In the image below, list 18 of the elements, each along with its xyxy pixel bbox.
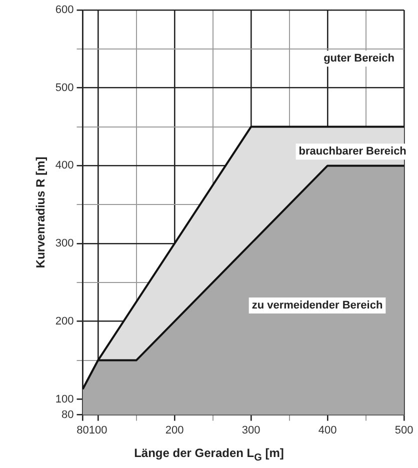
y-tick-label: 600 — [55, 4, 74, 16]
y-tick-label: 300 — [55, 238, 74, 250]
x-tick-label: 400 — [318, 424, 337, 436]
x-tick-label: 80 — [76, 424, 89, 436]
y-tick-label: 400 — [55, 160, 74, 172]
x-tick-label: 500 — [394, 424, 414, 436]
annotation: zu vermeidender Bereich — [252, 300, 383, 312]
x-tick-label: 100 — [88, 424, 108, 436]
annotation: brauchbarer Bereich — [298, 146, 407, 158]
x-tick-label: 200 — [165, 424, 184, 436]
annotation: guter Bereich — [324, 52, 395, 65]
x-axis-title: Länge der Geraden L$_{G}$ [m] — [133, 446, 285, 464]
y-tick-label: 500 — [55, 82, 74, 94]
y-tick-label: 100 — [55, 393, 74, 406]
y-axis-title: Kurvenradius R [m] — [34, 156, 48, 268]
y-tick-label: 80 — [62, 408, 74, 421]
x-tick-label: 300 — [242, 424, 260, 436]
y-tick-label: 200 — [55, 315, 74, 328]
